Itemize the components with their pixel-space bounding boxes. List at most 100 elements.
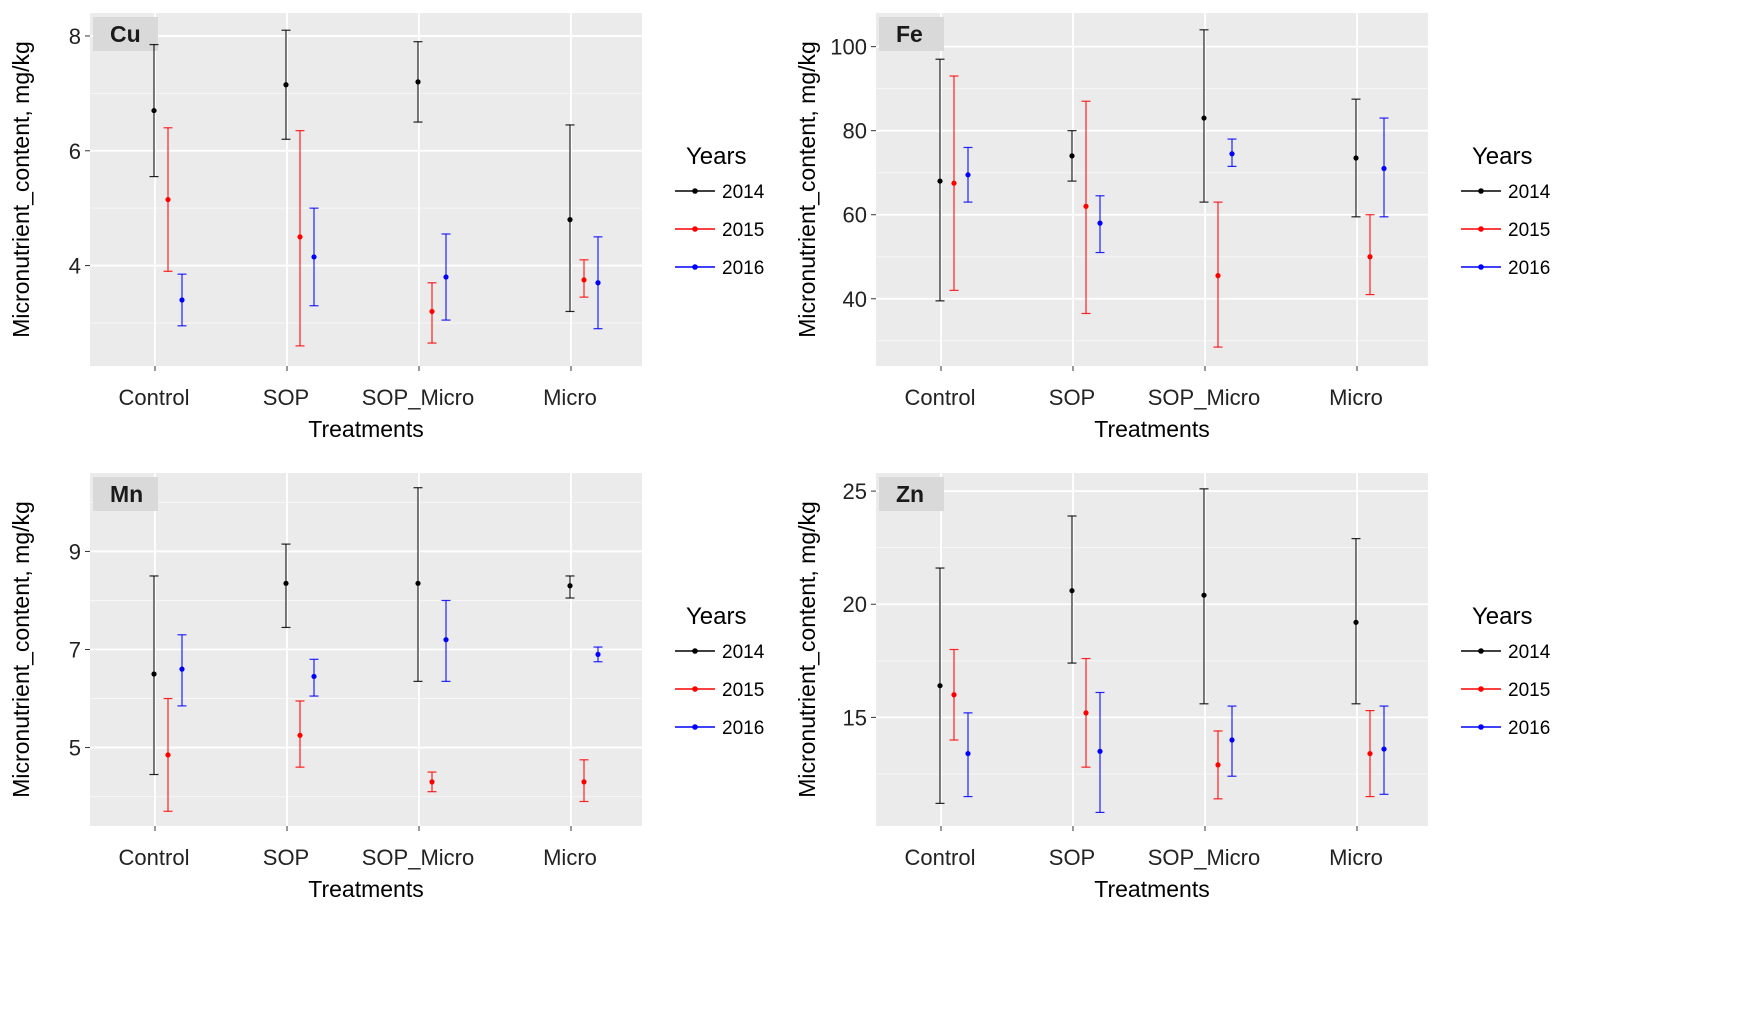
cu-panel: Cu 4 6 8 Control SOP SOP_Micro Micro Treatments M… [0,0,873,509]
mean-point [1069,588,1075,594]
legend-key-point [1478,686,1484,692]
x-tick-label: Control [905,385,976,410]
mean-point [1201,115,1207,121]
mean-point [1097,748,1103,754]
panel-strip [879,17,944,51]
panel-label: Zn [896,481,924,507]
mean-point [595,651,601,658]
plot-background [876,473,1428,826]
zn-panel: Zn 15 20 25 Control SOP SOP_Micro Micro Treatmen… [786,460,1659,969]
mean-point [937,683,943,689]
y-tick-label: 8 [69,24,81,49]
panel-label: Mn [110,481,143,507]
x-tick-label: Micro [543,385,597,410]
x-axis-title: Treatments [308,876,423,902]
mean-point [151,107,157,114]
mn-panel: Mn 5 7 9 Control SOP SOP_Micro Micro Treatments M… [0,460,873,969]
mean-point [1097,220,1103,226]
mean-point [165,752,171,758]
x-tick-label: SOP_Micro [362,845,474,870]
mean-point [1083,710,1089,716]
x-tick-label: SOP_Micro [1148,385,1260,410]
legend-key-point [692,188,698,194]
panel-strip [93,477,158,511]
mean-point [297,234,303,240]
x-tick-label: SOP [263,845,309,870]
legend-key-point [692,724,698,730]
legend-key-point [692,648,698,654]
chart-svg-cu: Cu 4 6 8 Control SOP SOP_Micro Micro Treatments M… [8,13,765,442]
x-tick-label: Micro [543,845,597,870]
y-tick-label: 5 [69,736,81,761]
y-tick-label: 25 [843,479,867,504]
y-tick-label: 7 [69,638,81,663]
mean-point [951,180,957,186]
mean-point [415,580,421,586]
mean-point [311,254,317,260]
mean-point [443,274,449,280]
mean-point [179,297,185,303]
mean-point [429,779,435,785]
legend-label: 2014 [722,642,765,663]
plot-background [876,13,1428,366]
legend-key-point [692,264,698,270]
y-tick-label: 6 [69,139,81,164]
x-tick-label: Micro [1329,845,1383,870]
mean-point [1069,153,1075,159]
mean-point [1201,592,1207,598]
y-tick-label: 4 [69,254,81,279]
y-tick-label: 100 [830,35,867,60]
mean-point [965,172,971,178]
legend-title: Years [686,603,747,630]
plot-background [90,13,642,366]
legend-key-point [692,686,698,692]
mean-point [151,671,157,677]
x-tick-label: Control [905,845,976,870]
mean-point [937,178,943,184]
y-axis-title: Micronutrient_content, mg/kg [794,41,820,338]
legend-label: 2014 [1508,182,1551,203]
x-tick-label: SOP [263,385,309,410]
legend-label: 2016 [1508,718,1550,739]
mean-point [567,583,573,589]
mean-point [415,79,421,85]
mean-point [429,308,435,315]
mean-point [1353,619,1359,625]
panel-strip [93,17,158,51]
mean-point [581,779,587,785]
legend-key-point [1478,188,1484,194]
mean-point [965,750,971,757]
panel-label: Fe [896,21,923,47]
y-axis-title: Micronutrient_content, mg/kg [8,41,34,338]
y-axis-title: Micronutrient_content, mg/kg [8,501,34,798]
legend-label: 2015 [1508,680,1550,701]
mean-point [1229,151,1235,157]
y-tick-label: 40 [843,287,867,312]
legend-label: 2016 [722,718,764,739]
legend-label: 2016 [722,258,764,279]
chart-svg-zn: Zn 15 20 25 Control SOP SOP_Micro Micro Treatmen… [794,473,1551,902]
x-tick-label: Control [119,845,190,870]
legend-title: Years [1472,143,1533,170]
mean-point [1215,762,1221,768]
mean-point [311,673,317,680]
y-tick-label: 20 [843,592,867,617]
y-tick-label: 60 [843,203,867,228]
chart-svg-mn: Mn 5 7 9 Control SOP SOP_Micro Micro Treatments M… [8,473,765,902]
mean-point [443,637,449,643]
x-tick-label: Control [119,385,190,410]
mean-point [1367,750,1373,757]
legend-key-point [1478,226,1484,232]
legend-key-point [1478,648,1484,654]
x-axis-title: Treatments [1094,416,1209,442]
mean-point [567,217,573,223]
legend-key-point [1478,724,1484,730]
mean-point [179,666,185,672]
x-tick-label: SOP [1049,385,1095,410]
mean-point [1215,273,1221,279]
mean-point [951,692,957,698]
mean-point [1083,203,1089,209]
legend-label: 2015 [722,220,764,241]
fe-panel: Fe 40 60 80 100 Control SOP SOP_Micro Micro Treat… [786,0,1659,509]
legend-label: 2015 [1508,220,1550,241]
